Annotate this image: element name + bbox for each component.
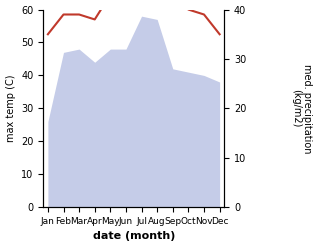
Y-axis label: med. precipitation
(kg/m2): med. precipitation (kg/m2) <box>291 64 313 153</box>
Y-axis label: max temp (C): max temp (C) <box>5 75 16 142</box>
X-axis label: date (month): date (month) <box>93 231 175 242</box>
